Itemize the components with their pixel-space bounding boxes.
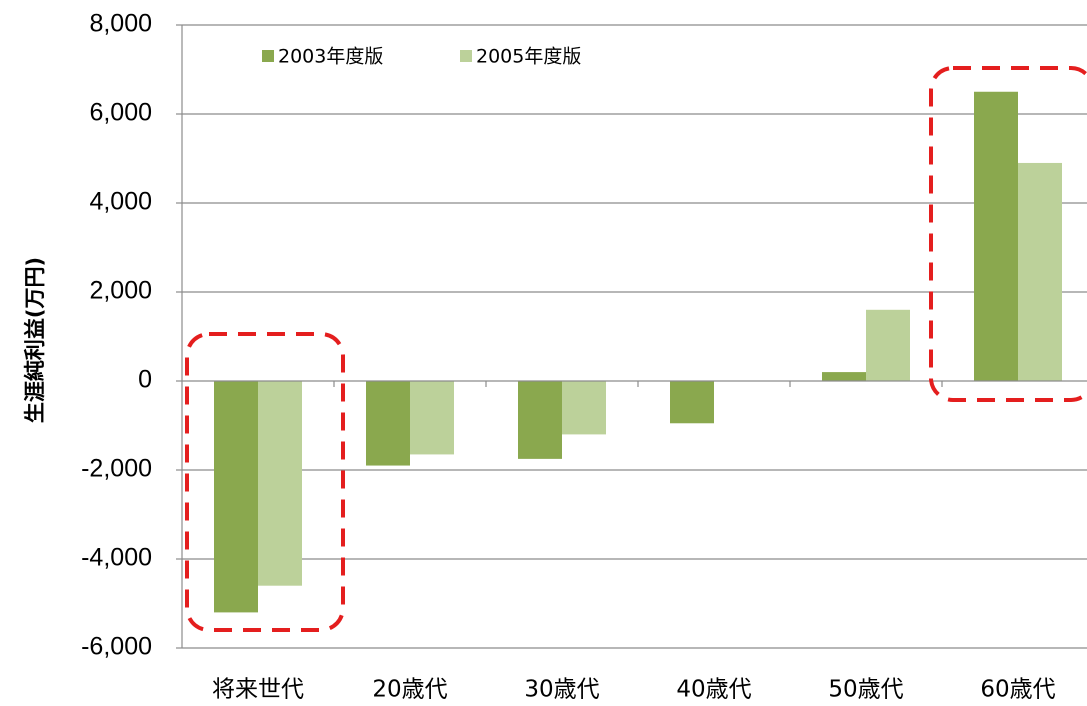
y-tick-label: 6,000 <box>89 99 152 127</box>
legend-swatch <box>460 50 472 62</box>
bar <box>670 381 714 424</box>
y-tick-label: -4,000 <box>81 544 152 572</box>
plot-area: -6,000 -4,000 -2,000 0 2,000 4,000 6,000 8,000 将… <box>81 10 1087 703</box>
highlight-box <box>929 66 1087 402</box>
bar <box>1018 162 1062 381</box>
x-tick-label: 50歳代 <box>828 677 903 703</box>
y-tick-label: -2,000 <box>81 455 152 483</box>
x-tick-label: 30歳代 <box>524 677 599 703</box>
legend-label: 2005年度版 <box>476 46 581 68</box>
y-tick-label: 8,000 <box>89 10 152 38</box>
y-tick-label: 2,000 <box>89 277 152 305</box>
bar <box>866 309 910 381</box>
bar <box>974 91 1018 381</box>
legend-swatch <box>262 50 274 62</box>
highlight-box <box>185 332 345 632</box>
bar <box>410 381 454 455</box>
x-tick-label: 将来世代 <box>212 677 304 703</box>
bar <box>822 372 866 381</box>
x-tick-label: 40歳代 <box>676 677 751 703</box>
bar <box>214 381 258 613</box>
bar <box>258 381 302 586</box>
y-tick-label: -6,000 <box>81 633 152 661</box>
y-tick-label: 0 <box>138 366 152 394</box>
x-tick-label: 20歳代 <box>372 677 447 703</box>
x-tick-label: 60歳代 <box>980 677 1055 703</box>
bar <box>366 381 410 466</box>
y-axis-label: 生涯純利益(万円) <box>23 257 47 423</box>
legend-label: 2003年度版 <box>278 46 383 68</box>
bar <box>518 381 562 459</box>
bar <box>562 381 606 435</box>
y-tick-label: 4,000 <box>89 188 152 216</box>
